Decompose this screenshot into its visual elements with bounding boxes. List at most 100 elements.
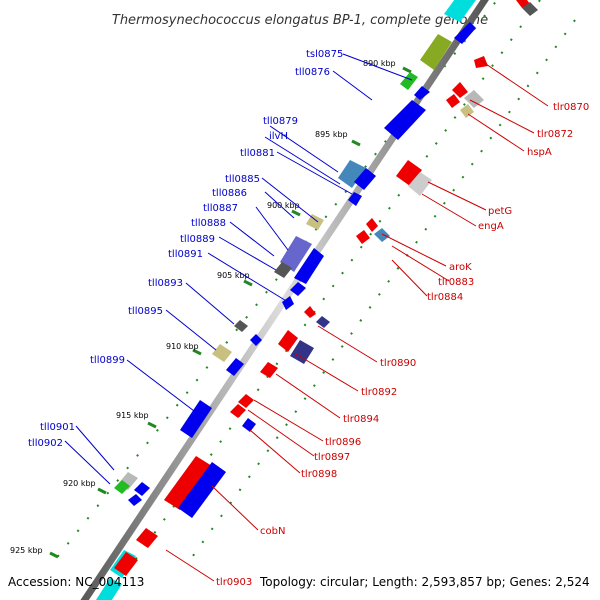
kbp-label-900: 900 kbp xyxy=(267,201,300,210)
gene-block[interactable] xyxy=(414,86,430,100)
gene-block[interactable] xyxy=(374,228,390,242)
gene-label-tlr0894[interactable]: tlr0894 xyxy=(343,414,379,425)
gene-block[interactable] xyxy=(522,2,538,16)
gene-block[interactable] xyxy=(454,22,476,44)
kbp-label-890: 890 kbp xyxy=(363,59,396,68)
gene-label-tll0895[interactable]: tll0895 xyxy=(128,306,163,317)
gene-label-tlr0903[interactable]: tlr0903 xyxy=(216,577,252,588)
gene-label-tlr0883[interactable]: tlr0883 xyxy=(438,277,474,288)
gene-label-tlr0892[interactable]: tlr0892 xyxy=(361,387,397,398)
gene-block[interactable] xyxy=(280,236,312,272)
forward-gene-labels: tsl0875 tll0876 tll0879 ilvH tll0881 tll… xyxy=(28,49,343,449)
gene-block[interactable] xyxy=(250,334,262,346)
gene-block[interactable] xyxy=(400,72,418,90)
gene-block[interactable] xyxy=(230,404,246,418)
forward-genes xyxy=(96,0,476,600)
gene-block[interactable] xyxy=(366,218,378,232)
gene-block[interactable] xyxy=(282,296,294,310)
gene-block[interactable] xyxy=(316,316,330,328)
gene-block[interactable] xyxy=(338,160,366,188)
gene-block[interactable] xyxy=(242,418,256,432)
gene-label-cobN[interactable]: cobN xyxy=(260,526,285,537)
gene-block[interactable] xyxy=(306,214,324,230)
kbp-label-920: 920 kbp xyxy=(63,479,96,488)
gene-block[interactable] xyxy=(396,160,422,186)
gene-label-aroK[interactable]: aroK xyxy=(449,262,472,273)
gene-label-tll0876[interactable]: tll0876 xyxy=(295,67,330,78)
gene-block[interactable] xyxy=(136,528,158,548)
gene-label-tlr0896[interactable]: tlr0896 xyxy=(325,437,361,448)
gene-block[interactable] xyxy=(290,282,306,296)
gene-label-tll0889[interactable]: tll0889 xyxy=(180,234,215,245)
gene-block[interactable] xyxy=(134,482,150,496)
gene-block[interactable] xyxy=(226,358,244,376)
kbp-ticks xyxy=(49,66,412,559)
gene-label-tlr0884[interactable]: tlr0884 xyxy=(427,292,463,303)
gene-block[interactable] xyxy=(114,552,138,576)
gene-label-tlr0872[interactable]: tlr0872 xyxy=(537,129,573,140)
reverse-genes xyxy=(114,0,538,576)
reverse-leader-lines xyxy=(165,59,549,582)
gene-block[interactable] xyxy=(212,344,232,362)
gene-block[interactable] xyxy=(384,100,426,140)
gene-block[interactable] xyxy=(128,494,142,506)
gene-label-tll0886[interactable]: tll0886 xyxy=(212,188,247,199)
gene-label-tll0885[interactable]: tll0885 xyxy=(225,174,260,185)
kbp-label-895: 895 kbp xyxy=(315,130,348,139)
gene-label-tll0888[interactable]: tll0888 xyxy=(191,218,226,229)
gene-block[interactable] xyxy=(460,104,474,118)
gene-label-tll0902[interactable]: tll0902 xyxy=(28,438,63,449)
gene-block[interactable] xyxy=(444,0,476,22)
gene-block[interactable] xyxy=(114,480,130,494)
gene-block[interactable] xyxy=(354,168,376,190)
gene-label-hspA[interactable]: hspA xyxy=(527,147,552,158)
kbp-label-910: 910 kbp xyxy=(166,342,199,351)
gene-block[interactable] xyxy=(294,248,324,284)
gene-block[interactable] xyxy=(290,340,314,364)
gene-block[interactable] xyxy=(178,462,226,518)
gene-block[interactable] xyxy=(348,192,362,206)
forward-leader-lines xyxy=(64,53,413,485)
map-title: Thermosynechococcus elongatus BP-1, comp… xyxy=(112,13,488,28)
gene-block[interactable] xyxy=(408,172,432,196)
gene-block[interactable] xyxy=(304,306,316,318)
gene-block[interactable] xyxy=(180,400,212,438)
gene-label-tlr0870[interactable]: tlr0870 xyxy=(553,102,589,113)
genome-summary-text: Topology: circular; Length: 2,593,857 bp… xyxy=(259,575,590,589)
gene-label-tll0887[interactable]: tll0887 xyxy=(203,203,238,214)
gene-block[interactable] xyxy=(278,330,298,352)
gene-label-petG[interactable]: petG xyxy=(488,206,512,217)
gene-label-tsl0875[interactable]: tsl0875 xyxy=(306,49,343,60)
gene-block[interactable] xyxy=(356,230,370,244)
gene-label-tll0879[interactable]: tll0879 xyxy=(263,116,298,127)
gene-label-ilvH[interactable]: ilvH xyxy=(269,131,288,142)
gene-block[interactable] xyxy=(452,82,468,98)
gene-block[interactable] xyxy=(474,56,488,68)
gene-block[interactable] xyxy=(274,262,292,278)
gene-label-tll0881[interactable]: tll0881 xyxy=(240,148,275,159)
kbp-label-905: 905 kbp xyxy=(217,271,250,280)
kbp-labels: 890 kbp 895 kbp 900 kbp 905 kbp 910 kbp … xyxy=(10,59,396,555)
gene-label-tll0893[interactable]: tll0893 xyxy=(148,278,183,289)
gene-label-tll0901[interactable]: tll0901 xyxy=(40,422,75,433)
gene-block[interactable] xyxy=(420,34,452,70)
gene-block[interactable] xyxy=(464,90,484,108)
gene-label-engA[interactable]: engA xyxy=(478,221,504,232)
reverse-gene-labels: tlr0870 tlr0872 hspA petG engA aroK tlr0… xyxy=(216,102,589,588)
gene-label-tll0899[interactable]: tll0899 xyxy=(90,355,125,366)
accession-text: Accession: NC_004113 xyxy=(8,575,144,589)
gene-block[interactable] xyxy=(260,362,278,378)
gene-block[interactable] xyxy=(238,394,254,408)
kbp-label-925: 925 kbp xyxy=(10,546,43,555)
gene-label-tlr0890[interactable]: tlr0890 xyxy=(380,358,416,369)
gene-block[interactable] xyxy=(96,578,122,600)
kbp-label-915: 915 kbp xyxy=(116,411,149,420)
gene-block[interactable] xyxy=(164,456,212,510)
gene-label-tll0891[interactable]: tll0891 xyxy=(168,249,203,260)
gene-block[interactable] xyxy=(234,320,248,332)
gene-label-tlr0898[interactable]: tlr0898 xyxy=(301,469,337,480)
gene-block[interactable] xyxy=(516,0,530,8)
gene-block[interactable] xyxy=(446,94,460,108)
gene-label-tlr0897[interactable]: tlr0897 xyxy=(314,452,350,463)
